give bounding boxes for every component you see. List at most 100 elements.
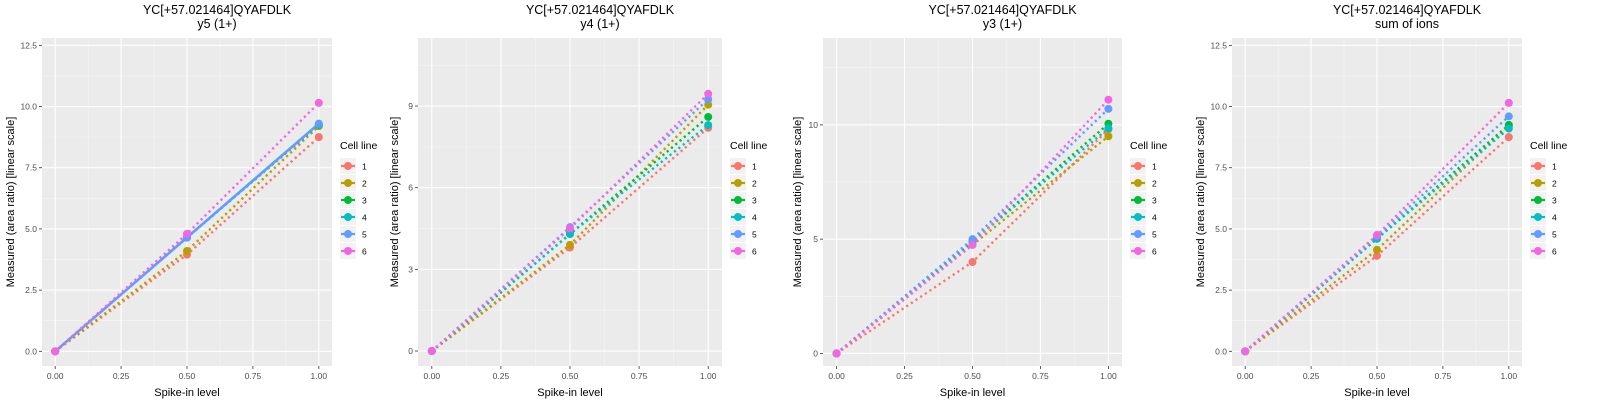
- x-tick-label: 0.50: [1369, 371, 1386, 381]
- y-tick-label: 0: [813, 348, 818, 358]
- legend-title: Cell line: [1530, 140, 1568, 152]
- series-line-2: [54, 125, 320, 353]
- legend-label: 3: [1552, 196, 1557, 206]
- data-point-6: [566, 224, 574, 233]
- legend-key-point: [344, 230, 352, 238]
- legend-key-point: [734, 247, 742, 255]
- legend-label: 3: [362, 196, 367, 206]
- data-point-5: [968, 235, 977, 244]
- legend-label: 4: [1152, 213, 1157, 223]
- legend-item-6: 6: [1130, 243, 1157, 259]
- legend-item-4: 4: [1530, 209, 1557, 225]
- legend-item-5: 5: [1530, 226, 1557, 242]
- data-point-5: [1104, 104, 1113, 113]
- legend-item-6: 6: [730, 243, 757, 259]
- legend-key-point: [1534, 179, 1542, 187]
- data-point-6: [51, 347, 60, 356]
- legend-label: 1: [1152, 162, 1157, 172]
- data-point-6: [704, 89, 713, 98]
- legend-item-4: 4: [1130, 209, 1157, 225]
- legend-key-point: [1534, 230, 1542, 238]
- legend-item-6: 6: [340, 243, 367, 259]
- y-tick-label: 5.0: [25, 224, 37, 234]
- y-tick-label: 9: [408, 101, 413, 111]
- y-axis-label: Measured (area ratio) [linear scale]: [5, 117, 17, 288]
- data-point-6: [1104, 95, 1113, 104]
- legend-label: 1: [752, 162, 757, 172]
- legend-label: 3: [1152, 196, 1157, 206]
- y-tick-label: 2.5: [1215, 285, 1227, 295]
- x-tick-label: 0.75: [631, 371, 648, 381]
- legend-item-1: 1: [1530, 158, 1557, 174]
- y-tick-label: 7.5: [1215, 163, 1227, 173]
- data-point-2: [1104, 132, 1113, 141]
- x-axis-label: Spike-in level: [154, 387, 219, 399]
- legend-item-5: 5: [340, 226, 367, 242]
- data-point-1: [968, 258, 977, 266]
- legend-item-5: 5: [730, 226, 757, 242]
- x-tick-label: 0.25: [113, 371, 130, 381]
- legend-key-point: [344, 213, 352, 221]
- x-tick-label: 0.00: [47, 371, 64, 381]
- y-tick-label: 0: [408, 346, 413, 356]
- legend-label: 2: [362, 179, 367, 189]
- y-tick-label: 6: [408, 183, 413, 193]
- data-point-2: [183, 246, 191, 255]
- data-point-6: [1373, 231, 1381, 240]
- legend-item-2: 2: [1530, 175, 1557, 191]
- y-tick-label: 5: [813, 234, 818, 244]
- legend-label: 6: [1152, 247, 1157, 257]
- legend-key-point: [1534, 162, 1542, 170]
- legend-item-3: 3: [730, 192, 757, 208]
- x-tick-label: 0.75: [245, 371, 262, 381]
- legend-label: 2: [1552, 179, 1557, 189]
- legend-item-2: 2: [340, 175, 367, 191]
- chart-subtitle: y3 (1+): [983, 17, 1022, 31]
- x-tick-label: 1.00: [700, 371, 717, 381]
- legend-item-4: 4: [730, 209, 757, 225]
- x-tick-label: 0.00: [424, 371, 441, 381]
- legend-label: 5: [362, 230, 367, 240]
- data-point-6: [1504, 98, 1513, 107]
- y-tick-label: 3: [408, 264, 413, 274]
- y-axis-label: Measured (area ratio) [linear scale]: [1195, 117, 1207, 288]
- x-tick-label: 0.00: [1237, 371, 1254, 381]
- data-point-6: [427, 347, 436, 356]
- chart-title: YC[+57.021464]QYAFDLK: [143, 3, 292, 17]
- chart-title: YC[+57.021464]QYAFDLK: [928, 3, 1077, 17]
- legend-item-2: 2: [730, 175, 757, 191]
- data-point-2: [566, 240, 574, 249]
- legend-label: 4: [362, 213, 367, 223]
- y-tick-label: 0.0: [25, 346, 37, 356]
- x-tick-label: 0.25: [1303, 371, 1320, 381]
- legend-label: 6: [752, 247, 757, 257]
- legend-key-point: [734, 196, 742, 204]
- data-point-5: [314, 119, 323, 128]
- data-point-3: [704, 112, 713, 121]
- legend-key-point: [734, 230, 742, 238]
- y-tick-label: 10.0: [20, 102, 37, 112]
- legend-key-point: [1534, 213, 1542, 221]
- series-line-5: [835, 107, 1110, 355]
- y-axis-label: Measured (area ratio) [linear scale]: [792, 117, 804, 288]
- chart-subtitle: sum of ions: [1375, 17, 1439, 31]
- x-tick-label: 1.00: [311, 371, 328, 381]
- legend-label: 6: [362, 247, 367, 257]
- y-tick-label: 10.0: [1210, 102, 1227, 112]
- x-tick-label: 1.00: [1100, 371, 1117, 381]
- legend-item-3: 3: [1530, 192, 1557, 208]
- legend-key-point: [1134, 213, 1142, 221]
- legend-key-point: [344, 247, 352, 255]
- legend-key-point: [734, 179, 742, 187]
- legend-label: 1: [362, 162, 367, 172]
- chart-title: YC[+57.021464]QYAFDLK: [1333, 3, 1482, 17]
- data-point-5: [1504, 112, 1513, 121]
- data-point-2: [1373, 245, 1381, 254]
- legend-label: 1: [1552, 162, 1557, 172]
- chart-title: YC[+57.021464]QYAFDLK: [526, 3, 675, 17]
- legend-key-point: [1534, 196, 1542, 204]
- y-tick-label: 2.5: [25, 285, 37, 295]
